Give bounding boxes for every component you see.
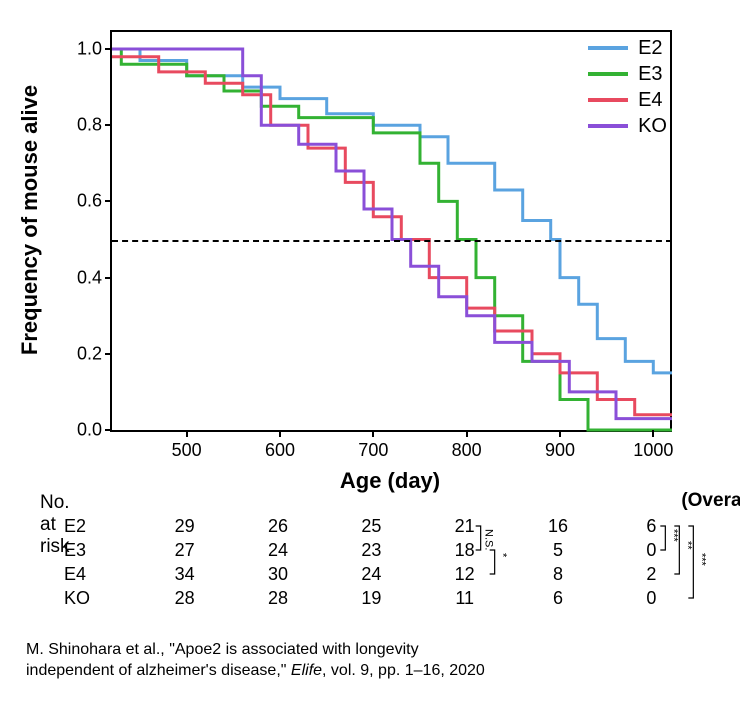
citation-line2b: , vol. 9, pp. 1–16, 2020 [322,662,485,679]
legend-item: E3 [588,61,667,87]
y-tick-label: 0.8 [77,115,102,136]
x-tick-label: 600 [265,440,295,461]
legend-swatch [588,98,628,102]
legend: E2E3E4KO [588,35,667,139]
y-tick-label: 0.6 [77,191,102,212]
y-tick [105,429,112,431]
legend-item: E4 [588,87,667,113]
x-tick [559,430,561,437]
legend-item: E2 [588,35,667,61]
y-tick-label: 0.2 [77,343,102,364]
x-tick [466,430,468,437]
legend-swatch [588,124,628,128]
x-tick [186,430,188,437]
reference-line [112,240,672,242]
legend-swatch [588,72,628,76]
x-tick-label: 900 [545,440,575,461]
legend-label: KO [638,113,667,139]
x-tick-label: 700 [358,440,388,461]
y-tick-label: 1.0 [77,39,102,60]
x-tick [652,430,654,437]
legend-label: E2 [638,35,662,61]
citation-journal: Elife [291,662,322,679]
y-tick [105,353,112,355]
y-tick [105,200,112,202]
y-axis-label: Frequency of mouse alive [17,85,43,355]
x-tick [372,430,374,437]
citation-line2a: independent of alzheimer's disease," [26,662,291,679]
x-tick-label: 800 [452,440,482,461]
x-tick-label: 1000 [633,440,673,461]
x-axis-label: Age (day) [340,468,440,494]
y-tick [105,48,112,50]
citation-line1: M. Shinohara et al., "Apoe2 is associate… [26,641,419,658]
x-tick [279,430,281,437]
y-tick-label: 0.4 [77,267,102,288]
citation: M. Shinohara et al., "Apoe2 is associate… [26,640,485,682]
legend-item: KO [588,113,667,139]
figure-page: Frequency of mouse alive Age (day) E2E3E… [0,0,740,708]
x-tick-label: 500 [172,440,202,461]
legend-label: E4 [638,87,662,113]
y-tick [105,277,112,279]
y-tick-label: 0.0 [77,420,102,441]
y-tick [105,124,112,126]
legend-label: E3 [638,61,662,87]
legend-swatch [588,46,628,50]
chart-plot-area: E2E3E4KO 0.00.20.40.60.81.05006007008009… [110,30,672,432]
